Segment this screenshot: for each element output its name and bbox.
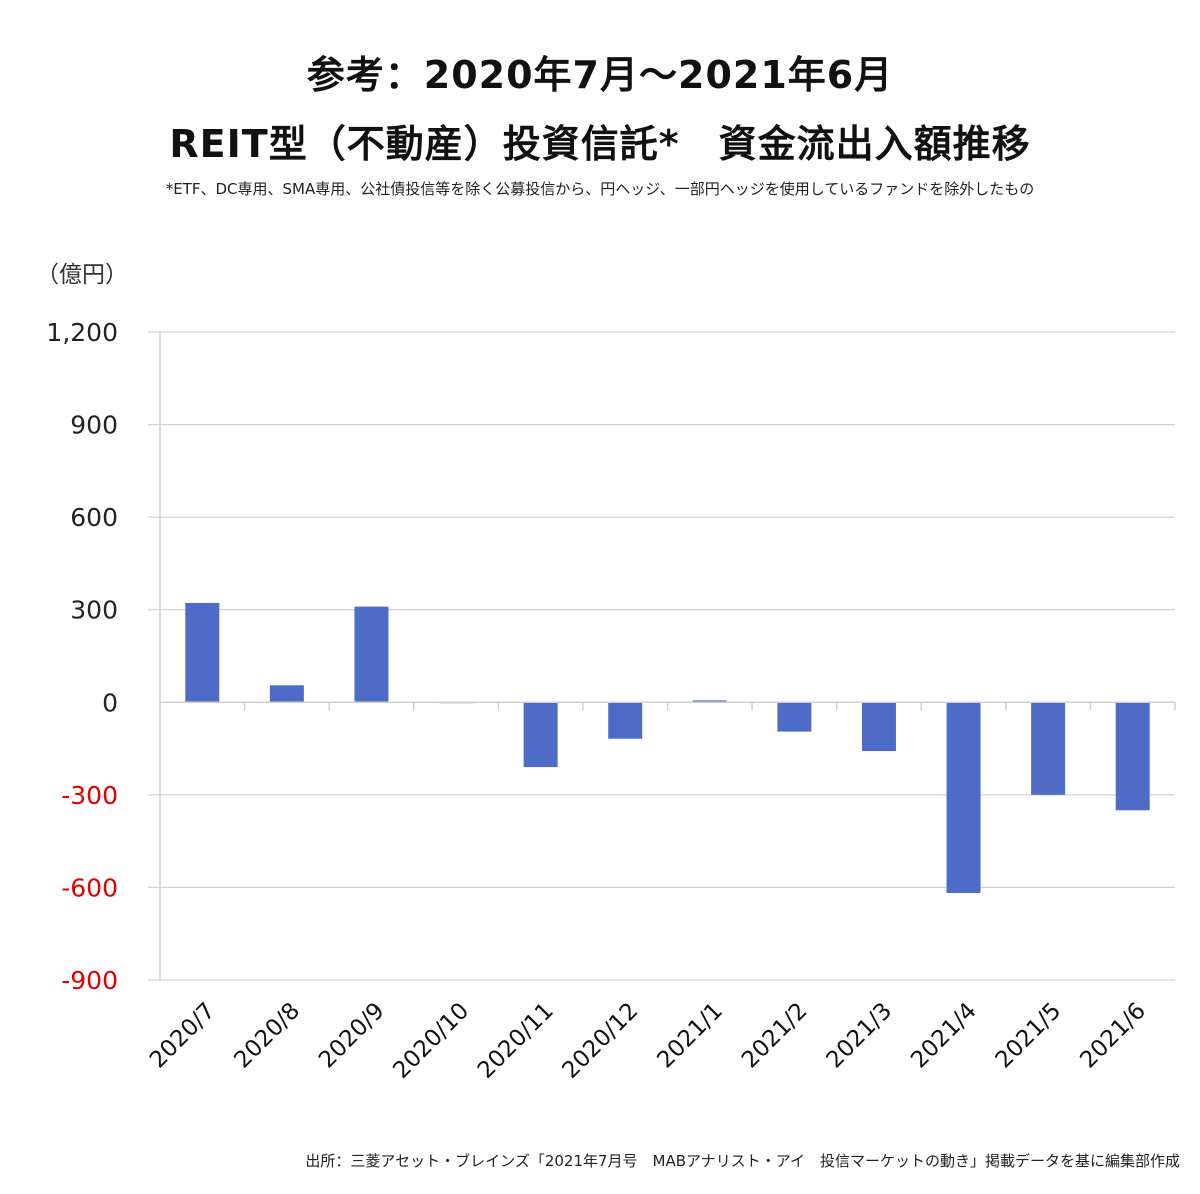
x-tick-label: 2020/8 (230, 998, 306, 1074)
x-tick-label: 2020/12 (557, 998, 643, 1084)
y-tick-label: -600 (61, 873, 118, 902)
gridlines (148, 331, 1175, 981)
y-tick-label: -900 (61, 966, 118, 995)
x-tick-label: 2021/6 (1075, 998, 1151, 1074)
source-note: 出所：三菱アセット・ブレインズ「2021年7月号 MABアナリスト・アイ 投信マ… (305, 1152, 1180, 1170)
y-tick-label: 1,200 (46, 318, 118, 347)
y-axis-unit-label: （億円） (36, 262, 128, 288)
x-tick-label: 2020/7 (145, 998, 221, 1074)
x-tick-label: 2021/4 (906, 998, 982, 1074)
chart-title-line1: 参考：2020年7月～2021年6月 (306, 53, 894, 97)
y-tick-label: 0 (102, 688, 118, 717)
x-axis (159, 701, 1176, 711)
bar-2020-7 (185, 602, 220, 703)
y-axis-ticks: 1,200 900 600 300 0 -300 -600 -900 (46, 318, 118, 995)
x-tick-label: 2021/1 (652, 998, 728, 1074)
chart-title-line2: REIT型（不動産）投資信託* 資金流出入額推移 (169, 122, 1031, 166)
x-tick-label: 2021/5 (991, 998, 1067, 1074)
y-tick-label: 600 (70, 503, 118, 532)
bar-2021-1 (692, 700, 727, 703)
bar-2021-3 (861, 702, 896, 752)
y-tick-label: -300 (61, 781, 118, 810)
bar-2021-6 (1115, 702, 1150, 811)
bars (185, 602, 1150, 893)
x-tick-label: 2021/3 (822, 998, 898, 1074)
x-tick-label: 2020/11 (473, 998, 559, 1084)
bar-2020-9 (354, 606, 389, 703)
bar-2021-2 (777, 702, 812, 732)
y-tick-label: 300 (70, 596, 118, 625)
x-tick-label: 2020/10 (388, 998, 474, 1084)
bar-2021-4 (946, 702, 981, 893)
bar-2020-8 (269, 685, 304, 703)
bar-2020-11 (523, 702, 558, 768)
x-tick-label: 2020/9 (314, 998, 390, 1074)
x-tick-label: 2021/2 (737, 998, 813, 1074)
chart-footnote: *ETF、DC専用、SMA専用、公社債投信等を除く公募投信から、円ヘッジ、一部円… (165, 180, 1035, 198)
bar-2021-5 (1031, 702, 1066, 795)
bar-2020-12 (608, 702, 643, 739)
y-tick-label: 900 (70, 411, 118, 440)
